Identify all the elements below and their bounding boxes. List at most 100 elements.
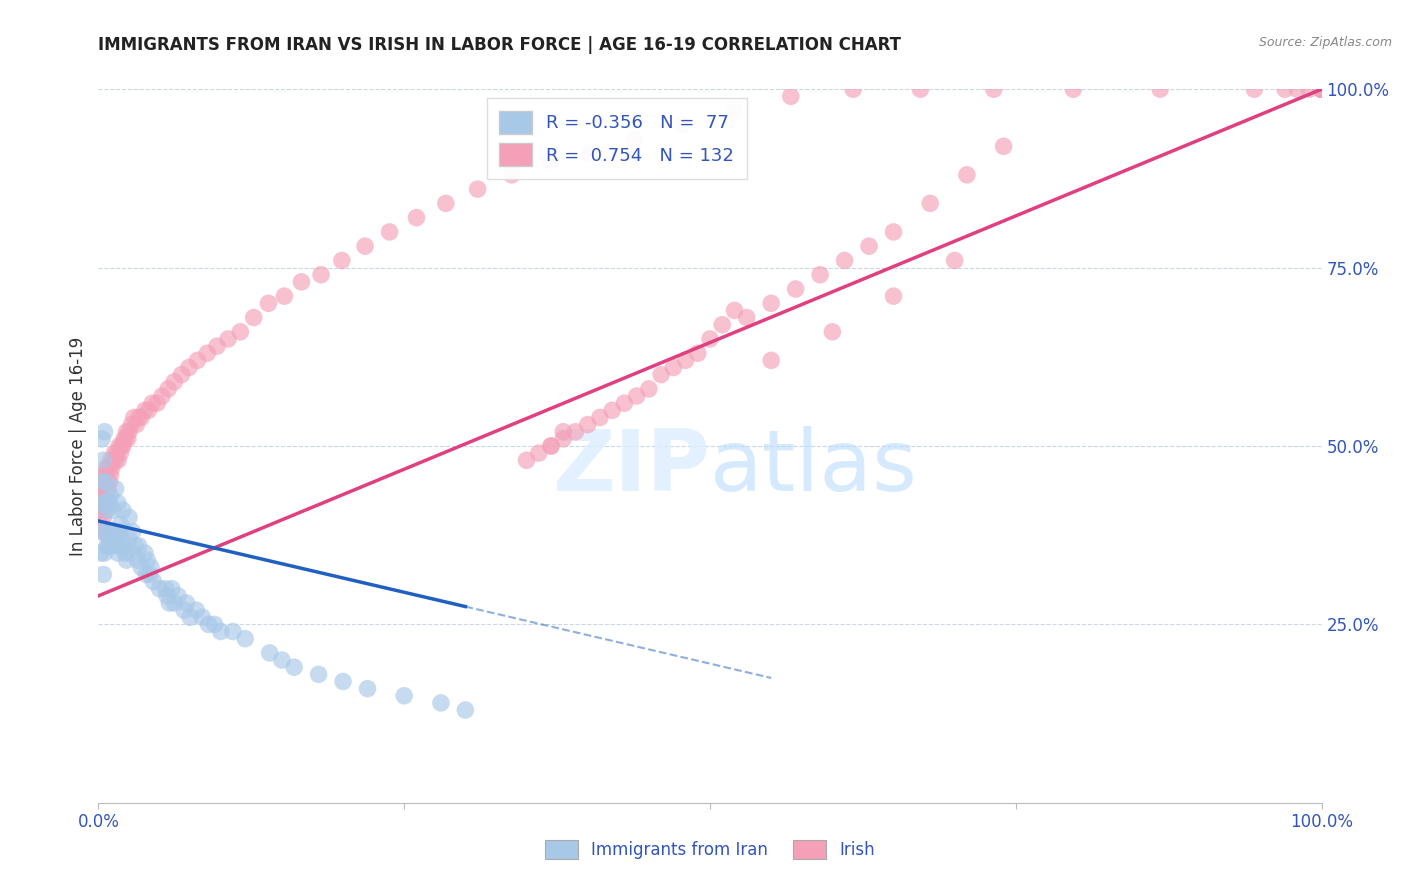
- Point: [1286, 82, 1309, 96]
- Point: [94, 524, 117, 539]
- Point: [699, 332, 721, 346]
- Point: [93, 467, 115, 482]
- Point: [711, 318, 734, 332]
- Point: [392, 689, 416, 703]
- Point: [142, 574, 165, 589]
- Point: [623, 132, 645, 146]
- Point: [943, 253, 966, 268]
- Point: [842, 82, 865, 96]
- Point: [104, 482, 127, 496]
- Point: [167, 589, 190, 603]
- Point: [90, 546, 112, 560]
- Point: [101, 503, 124, 517]
- Point: [1310, 82, 1333, 96]
- Point: [112, 432, 135, 446]
- Point: [118, 425, 141, 439]
- Point: [883, 289, 905, 303]
- Point: [176, 596, 198, 610]
- Point: [309, 268, 332, 282]
- Point: [723, 103, 745, 118]
- Point: [257, 296, 280, 310]
- Point: [163, 375, 186, 389]
- Point: [110, 446, 132, 460]
- Point: [115, 553, 138, 567]
- Point: [155, 582, 177, 596]
- Point: [808, 268, 831, 282]
- Point: [983, 82, 1005, 96]
- Point: [540, 439, 562, 453]
- Point: [100, 453, 122, 467]
- Point: [170, 368, 193, 382]
- Point: [89, 482, 111, 496]
- Point: [222, 624, 245, 639]
- Point: [117, 432, 139, 446]
- Point: [98, 532, 121, 546]
- Point: [1310, 82, 1333, 96]
- Point: [1310, 82, 1333, 96]
- Point: [259, 646, 281, 660]
- Point: [779, 89, 801, 103]
- Point: [378, 225, 401, 239]
- Point: [1310, 82, 1333, 96]
- Point: [98, 475, 121, 489]
- Point: [107, 546, 129, 560]
- Point: [150, 389, 173, 403]
- Point: [114, 546, 136, 560]
- Text: ZIP: ZIP: [553, 425, 710, 509]
- Point: [723, 303, 745, 318]
- Point: [1310, 82, 1333, 96]
- Point: [205, 339, 228, 353]
- Point: [662, 360, 685, 375]
- Point: [177, 360, 200, 375]
- Point: [160, 582, 183, 596]
- Point: [553, 425, 575, 439]
- Point: [600, 403, 623, 417]
- Point: [308, 667, 330, 681]
- Point: [233, 632, 256, 646]
- Point: [579, 146, 602, 161]
- Point: [129, 410, 152, 425]
- Point: [686, 346, 709, 360]
- Point: [90, 489, 112, 503]
- Point: [97, 539, 120, 553]
- Point: [204, 617, 226, 632]
- Point: [467, 182, 489, 196]
- Point: [96, 489, 118, 503]
- Point: [104, 453, 127, 467]
- Point: [105, 446, 128, 460]
- Point: [553, 432, 575, 446]
- Point: [1310, 82, 1333, 96]
- Point: [134, 403, 156, 417]
- Point: [120, 546, 142, 560]
- Y-axis label: In Labor Force | Age 16-19: In Labor Force | Age 16-19: [69, 336, 87, 556]
- Point: [834, 253, 856, 268]
- Point: [454, 703, 477, 717]
- Point: [1310, 82, 1333, 96]
- Point: [118, 510, 141, 524]
- Point: [675, 353, 697, 368]
- Point: [242, 310, 264, 325]
- Point: [139, 567, 162, 582]
- Point: [1243, 82, 1265, 96]
- Point: [910, 82, 932, 96]
- Point: [1310, 82, 1333, 96]
- Point: [111, 503, 134, 517]
- Point: [91, 489, 114, 503]
- Point: [124, 539, 146, 553]
- Point: [93, 425, 115, 439]
- Point: [540, 439, 562, 453]
- Point: [111, 439, 134, 453]
- Point: [1310, 82, 1333, 96]
- Point: [101, 524, 124, 539]
- Point: [1310, 82, 1333, 96]
- Point: [129, 560, 152, 574]
- Point: [356, 681, 378, 696]
- Point: [111, 439, 134, 453]
- Point: [118, 532, 141, 546]
- Point: [956, 168, 979, 182]
- Point: [141, 396, 163, 410]
- Point: [93, 503, 115, 517]
- Point: [191, 610, 214, 624]
- Point: [96, 460, 118, 475]
- Point: [1298, 82, 1320, 96]
